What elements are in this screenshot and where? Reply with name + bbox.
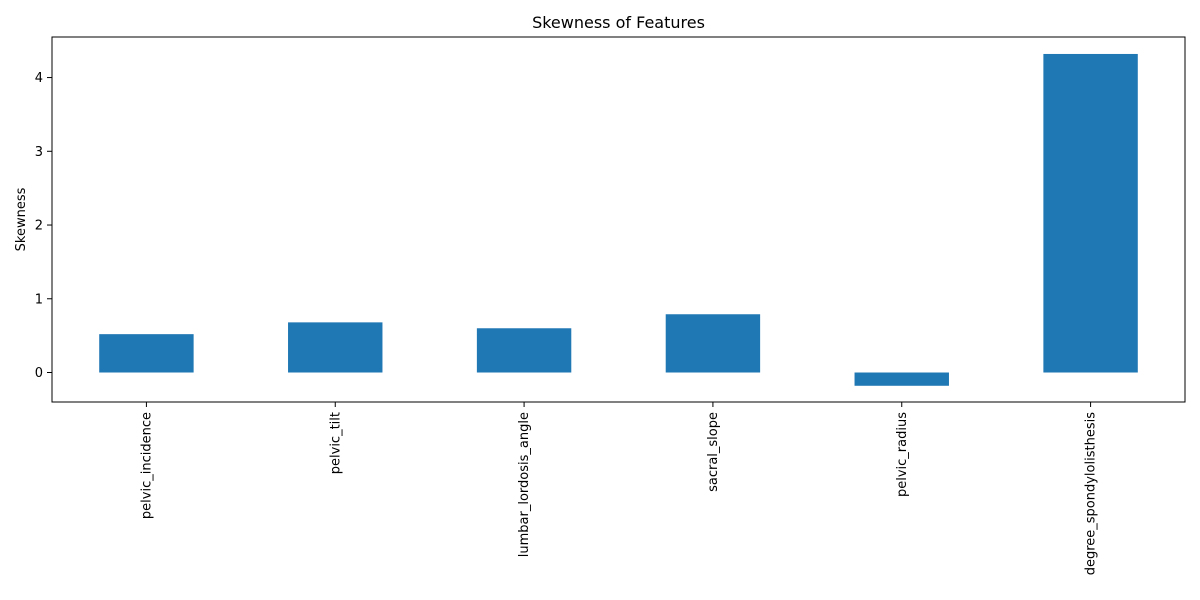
- bar-sacral_slope: [665, 314, 761, 373]
- y-axis: 0 1 2 3 4: [35, 71, 52, 381]
- x-tick-label: lumbar_lordosis_angle: [517, 412, 532, 557]
- bar-group: [99, 53, 1138, 386]
- y-tick-label: 4: [35, 71, 43, 86]
- bar-degree_spondylolisthesis: [1043, 53, 1138, 373]
- chart-title: Skewness of Features: [532, 13, 705, 32]
- x-tick-label: pelvic_radius: [895, 412, 910, 497]
- x-tick-label: pelvic_incidence: [139, 412, 154, 519]
- y-tick-label: 3: [35, 145, 43, 160]
- bar-pelvic_incidence: [99, 334, 194, 373]
- y-tick-label: 2: [35, 219, 43, 234]
- x-tick-label: sacral_slope: [706, 412, 721, 492]
- y-tick-label: 0: [35, 366, 43, 381]
- y-axis-title: Skewness: [14, 187, 29, 251]
- bar-lumbar_lordosis_angle: [476, 328, 572, 373]
- plot-frame: [51, 36, 1186, 403]
- x-tick-label: degree_spondylolisthesis: [1084, 412, 1099, 576]
- bar-pelvic_tilt: [288, 322, 383, 373]
- x-tick-label: pelvic_tilt: [328, 412, 343, 474]
- y-tick-label: 1: [35, 292, 43, 307]
- x-axis: pelvic_incidence pelvic_tilt lumbar_lordos…: [139, 402, 1099, 576]
- bar-pelvic_radius: [854, 372, 949, 386]
